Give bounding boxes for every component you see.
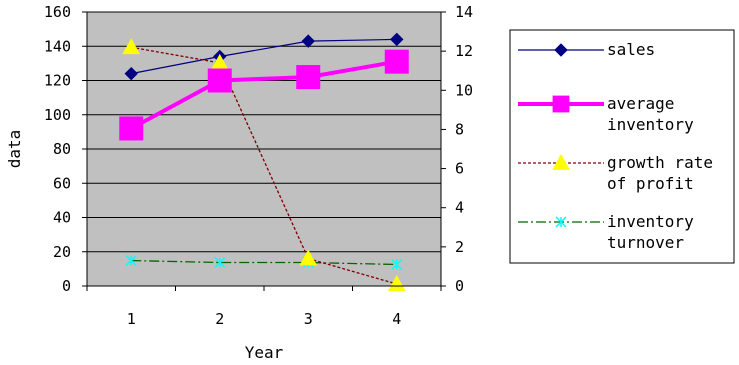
series-avg_inv <box>119 49 409 141</box>
legend: sales average inventory growth rate of profi… <box>509 29 735 264</box>
left-y-axis: 0 20 40 60 80 100 120 140 160 <box>44 3 88 295</box>
legend-label: sales <box>607 40 655 59</box>
data-point-growth <box>122 38 141 55</box>
right-tick-label: 14 <box>455 3 473 21</box>
data-point-growth <box>387 275 406 291</box>
legend-marker <box>555 216 567 228</box>
y-axis-title: data <box>5 130 24 169</box>
legend-label: growth rate <box>607 153 713 172</box>
legend-item-avg_inv: average inventory <box>518 94 694 134</box>
right-tick-label: 2 <box>455 238 464 256</box>
data-point-sales <box>390 32 404 47</box>
legend-item-growth: growth rate of profit <box>518 153 713 193</box>
x-axis-title: Year <box>245 343 284 362</box>
left-tick-label: 20 <box>53 243 71 261</box>
legend-label: of profit <box>607 174 694 193</box>
left-tick-label: 0 <box>62 277 71 295</box>
left-tick-label: 120 <box>44 72 71 90</box>
legend-label: average <box>607 94 674 113</box>
data-point-sales <box>301 34 315 48</box>
data-point-turnover <box>391 258 403 271</box>
legend-marker <box>552 153 570 170</box>
data-point-avg_inv <box>207 68 232 93</box>
data-point-growth <box>299 249 318 266</box>
right-tick-label: 4 <box>455 199 464 217</box>
left-tick-label: 160 <box>44 3 71 21</box>
series-line-growth <box>131 46 397 285</box>
left-tick-label: 80 <box>53 140 71 158</box>
x-tick-label: 3 <box>304 310 313 328</box>
x-tick-label: 1 <box>127 310 136 328</box>
x-axis: 1 2 3 4 <box>86 285 442 328</box>
right-tick-label: 0 <box>455 277 464 295</box>
series-line-sales <box>131 38 397 75</box>
x-tick-label: 2 <box>215 310 224 328</box>
left-tick-label: 140 <box>44 37 71 55</box>
x-tick-label: 4 <box>392 310 401 328</box>
series-growth <box>122 38 406 291</box>
left-tick-label: 100 <box>44 106 71 124</box>
right-y-axis: 0 2 4 6 8 10 12 14 <box>440 3 473 295</box>
left-tick-label: 60 <box>53 174 71 192</box>
data-point-sales <box>124 66 138 81</box>
series-line-avg_inv <box>130 59 398 131</box>
data-point-avg_inv <box>384 49 409 74</box>
data-point-turnover <box>214 256 226 269</box>
legend-label: turnover <box>607 233 684 252</box>
legend-label: inventory <box>607 212 694 231</box>
legend-label: inventory <box>607 115 694 134</box>
left-tick-label: 40 <box>53 209 71 227</box>
data-point-turnover <box>125 255 137 267</box>
legend-item-turnover: inventory turnover <box>518 212 694 252</box>
legend-box <box>509 29 735 264</box>
series-line-turnover <box>131 259 397 266</box>
legend-marker <box>554 43 568 57</box>
series-layer <box>119 32 409 291</box>
data-point-avg_inv <box>296 65 321 90</box>
right-tick-label: 8 <box>455 120 464 138</box>
legend-item-sales: sales <box>518 40 655 59</box>
legend-marker <box>552 95 570 113</box>
right-tick-label: 12 <box>455 42 473 60</box>
data-point-avg_inv <box>119 116 144 141</box>
right-tick-label: 10 <box>455 81 473 99</box>
right-tick-label: 6 <box>455 160 464 178</box>
